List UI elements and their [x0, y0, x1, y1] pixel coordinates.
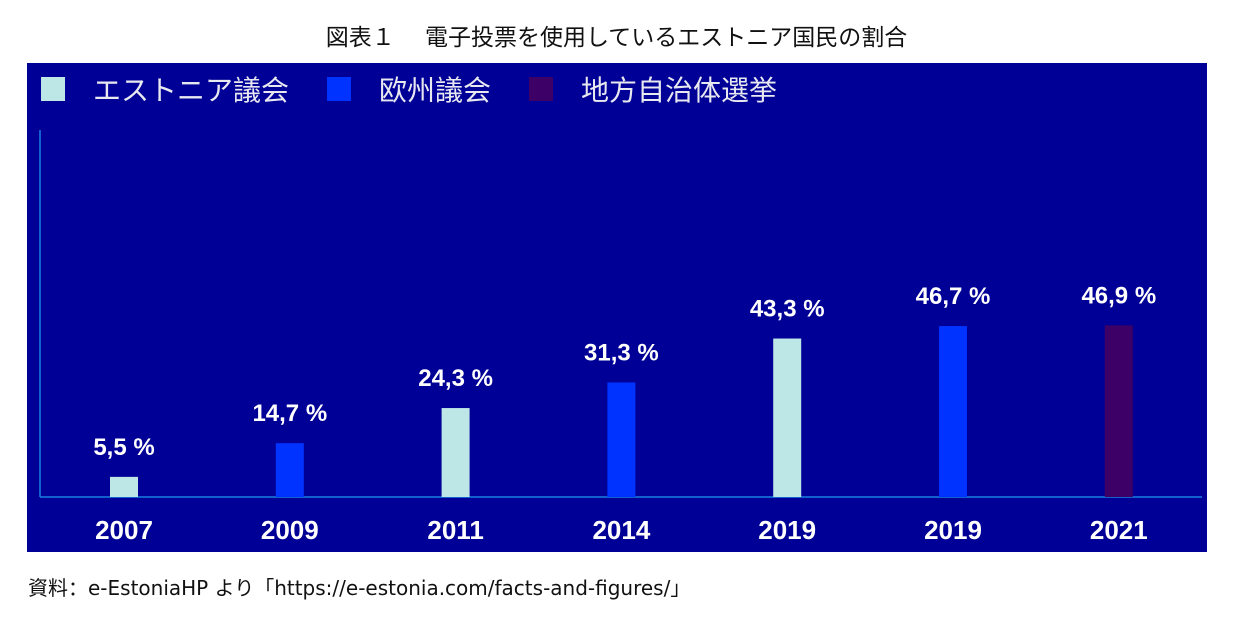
x-tick-label: 2019 [758, 515, 816, 545]
data-label: 24,3 % [418, 365, 493, 392]
legend-swatch [529, 77, 554, 101]
plot-area: 5,5 % 2007 14,7 % 2009 24,3 % 2011 31,3 % 2014 4… [39, 130, 1202, 545]
legend-swatch [41, 77, 65, 101]
source-note: 資料：e-EstoniaHP より「https://e-estonia.com/… [28, 576, 691, 600]
legend-item: 地方自治体選挙 [529, 69, 777, 109]
bar [1104, 325, 1133, 497]
x-tick-label: 2021 [1090, 515, 1148, 545]
bar [773, 338, 802, 497]
legend-item: 欧州議会 [327, 69, 491, 109]
legend-label: エストニア議会 [93, 74, 290, 107]
chart-panel: エストニア議会 欧州議会 地方自治体選挙 5,5 % 2007 14,7 % 2009… [27, 63, 1207, 552]
legend-label: 地方自治体選挙 [581, 74, 778, 107]
data-label: 31,3 % [584, 339, 659, 366]
legend-label: 欧州議会 [379, 74, 492, 107]
data-label: 5,5 % [93, 434, 154, 461]
legend-swatch [327, 77, 352, 101]
bar [939, 326, 967, 497]
chart-title: 図表１ 電子投票を使用しているエストニア国民の割合 [325, 25, 908, 51]
x-tick-label: 2007 [95, 515, 153, 545]
data-label: 46,7 % [916, 283, 991, 310]
bar [441, 408, 470, 497]
bar [275, 443, 304, 497]
legend: エストニア議会 欧州議会 地方自治体選挙 [41, 69, 815, 109]
x-tick-label: 2009 [261, 515, 319, 545]
data-label: 43,3 % [750, 296, 825, 323]
x-tick-label: 2019 [924, 515, 982, 545]
x-tick-label: 2011 [427, 515, 483, 545]
data-label: 46,9 % [1081, 282, 1156, 309]
legend-item: エストニア議会 [41, 69, 289, 109]
data-label: 14,7 % [252, 400, 327, 427]
bar [607, 382, 636, 497]
bar [110, 476, 138, 497]
x-tick-label: 2014 [592, 515, 650, 545]
